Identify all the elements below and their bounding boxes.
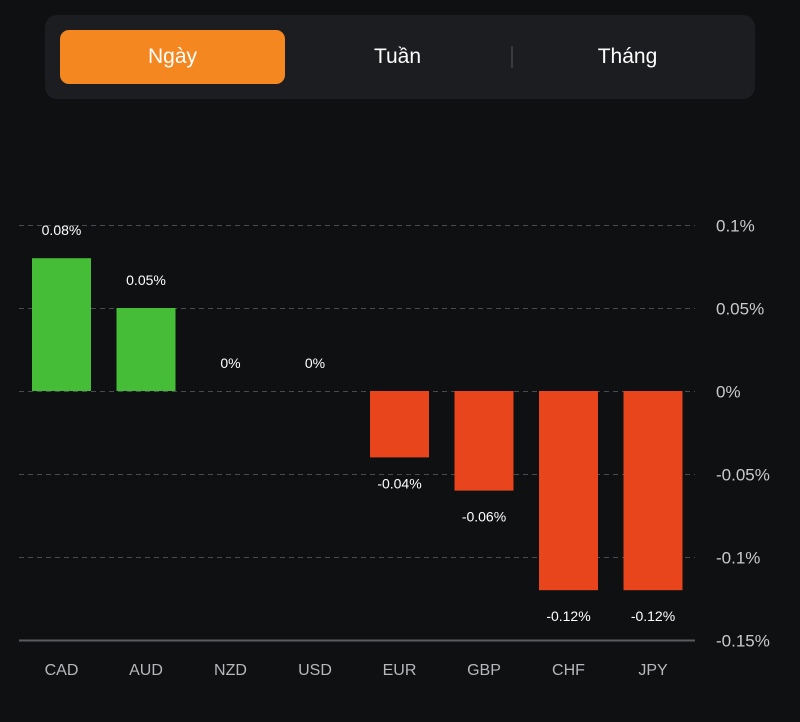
x-tick-label: CHF bbox=[552, 662, 585, 679]
data-label-usd: 0% bbox=[305, 355, 325, 371]
x-tick-label: GBP bbox=[467, 662, 501, 679]
y-tick-label: -0.1% bbox=[716, 549, 760, 568]
x-tick-label: CAD bbox=[45, 662, 79, 679]
period-tab-bar: Ngày Tuần Tháng bbox=[45, 15, 755, 99]
data-label-eur: -0.04% bbox=[377, 475, 421, 491]
x-tick-label: JPY bbox=[638, 662, 668, 679]
bar-cad[interactable] bbox=[32, 258, 91, 391]
y-tick-label: -0.05% bbox=[716, 466, 770, 485]
y-tick-label: -0.15% bbox=[716, 632, 770, 651]
data-labels: 0.08% 0.05% 0% 0% -0.04% -0.06% -0.12% -0.12% bbox=[42, 222, 676, 624]
y-tick-label: 0% bbox=[716, 383, 741, 402]
data-label-jpy: -0.12% bbox=[631, 608, 675, 624]
tab-day-label: Ngày bbox=[147, 45, 198, 68]
tab-day[interactable]: Ngày bbox=[60, 30, 285, 84]
bar-jpy[interactable] bbox=[623, 391, 683, 591]
x-tick-label: AUD bbox=[129, 662, 163, 679]
tab-week-label: Tuần bbox=[373, 45, 422, 68]
bar-aud[interactable] bbox=[116, 308, 176, 391]
bar-chf[interactable] bbox=[539, 391, 598, 591]
bar-eur[interactable] bbox=[370, 391, 429, 458]
y-tick-label: 0.1% bbox=[716, 217, 755, 236]
data-label-nzd: 0% bbox=[220, 355, 240, 371]
bar-gbp[interactable] bbox=[454, 391, 514, 491]
y-axis-ticks: 0.1% 0.05% 0% -0.05% -0.1% -0.15% bbox=[716, 217, 770, 651]
data-label-cad: 0.08% bbox=[42, 222, 82, 238]
x-tick-label: NZD bbox=[214, 662, 247, 679]
tab-divider bbox=[511, 46, 513, 68]
tab-month[interactable]: Tháng bbox=[515, 30, 740, 84]
data-label-gbp: -0.06% bbox=[462, 509, 506, 525]
data-label-chf: -0.12% bbox=[546, 608, 590, 624]
tab-week[interactable]: Tuần bbox=[285, 30, 510, 84]
data-label-aud: 0.05% bbox=[126, 272, 166, 288]
x-axis-ticks: CAD AUD NZD USD EUR GBP CHF JPY bbox=[45, 662, 668, 679]
bars bbox=[32, 258, 683, 591]
x-tick-label: EUR bbox=[383, 662, 417, 679]
x-tick-label: USD bbox=[298, 662, 332, 679]
tab-month-label: Tháng bbox=[597, 45, 658, 68]
y-tick-label: 0.05% bbox=[716, 300, 764, 319]
